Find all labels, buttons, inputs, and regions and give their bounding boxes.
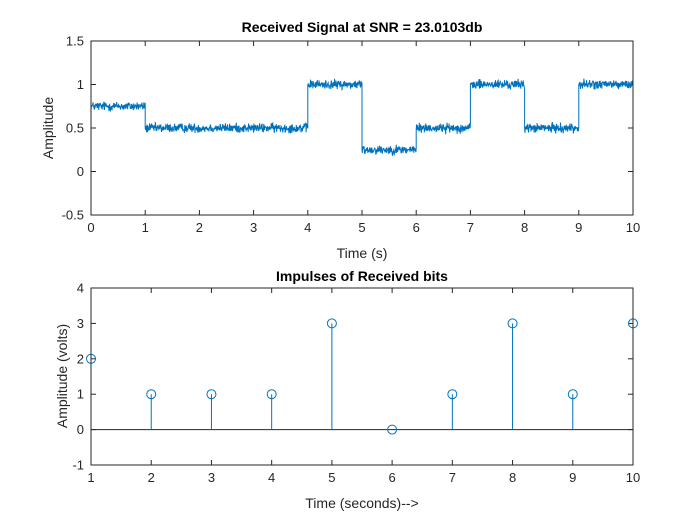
stem-marker — [567, 389, 578, 400]
y-tick-label: -0.5 — [62, 208, 84, 223]
y-tick-label: -1 — [72, 458, 84, 473]
x-tick-label: 7 — [449, 470, 456, 485]
stem-marker — [146, 389, 157, 400]
axes-box — [90, 287, 634, 466]
axes-box — [90, 40, 634, 216]
x-tick-label: 1 — [87, 470, 94, 485]
y-tick-label: 3 — [77, 316, 84, 331]
x-tick-label: 9 — [569, 470, 576, 485]
y-axis-label: Amplitude (volts) — [54, 324, 70, 428]
chart-title: Received Signal at SNR = 23.0103db — [242, 19, 483, 35]
x-axis-label: Time (seconds)--> — [305, 495, 418, 511]
x-tick-label: 7 — [467, 220, 474, 235]
y-tick-label: 0 — [77, 164, 84, 179]
x-tick-label: 6 — [388, 470, 395, 485]
x-tick-label: 8 — [521, 220, 528, 235]
x-tick-label: 10 — [626, 220, 640, 235]
x-tick-label: 0 — [87, 220, 94, 235]
y-tick-label: 0.5 — [66, 121, 84, 136]
y-tick-label: 1.5 — [66, 34, 84, 49]
x-tick-label: 2 — [196, 220, 203, 235]
x-tick-label: 9 — [575, 220, 582, 235]
y-tick-label: 0 — [77, 422, 84, 437]
y-axis-label: Amplitude — [40, 97, 56, 159]
x-axis-label: Time (s) — [337, 245, 388, 261]
stem-marker — [507, 318, 518, 329]
x-tick-label: 1 — [142, 220, 149, 235]
y-tick-label: 2 — [77, 351, 84, 366]
axis-ticks: 1 2 3 4 5 6 7 8 9 10 -1 0 1 2 3 4 — [72, 281, 640, 486]
stem-marker — [447, 389, 458, 400]
x-tick-label: 8 — [509, 470, 516, 485]
y-tick-label: 4 — [77, 281, 84, 296]
stem-marker — [266, 389, 277, 400]
stem-marker — [326, 318, 337, 329]
chart-title: Impulses of Received bits — [276, 268, 448, 284]
x-tick-label: 10 — [626, 470, 640, 485]
y-tick-label: 1 — [77, 387, 84, 402]
plot-area — [91, 288, 633, 465]
x-tick-label: 4 — [304, 220, 311, 235]
signal-line — [90, 78, 634, 156]
x-tick-label: 3 — [250, 220, 257, 235]
received-signal-plot: Received Signal at SNR = 23.0103db Time … — [40, 19, 640, 261]
x-tick-label: 5 — [358, 220, 365, 235]
x-tick-label: 6 — [413, 220, 420, 235]
x-tick-label: 3 — [208, 470, 215, 485]
y-tick-label: 1 — [77, 77, 84, 92]
stem-marker — [206, 389, 217, 400]
x-tick-label: 5 — [328, 470, 335, 485]
x-tick-label: 2 — [148, 470, 155, 485]
impulses-plot: Impulses of Received bits Time (seconds)… — [54, 268, 640, 511]
stem-marker — [387, 424, 398, 435]
x-tick-label: 4 — [268, 470, 275, 485]
